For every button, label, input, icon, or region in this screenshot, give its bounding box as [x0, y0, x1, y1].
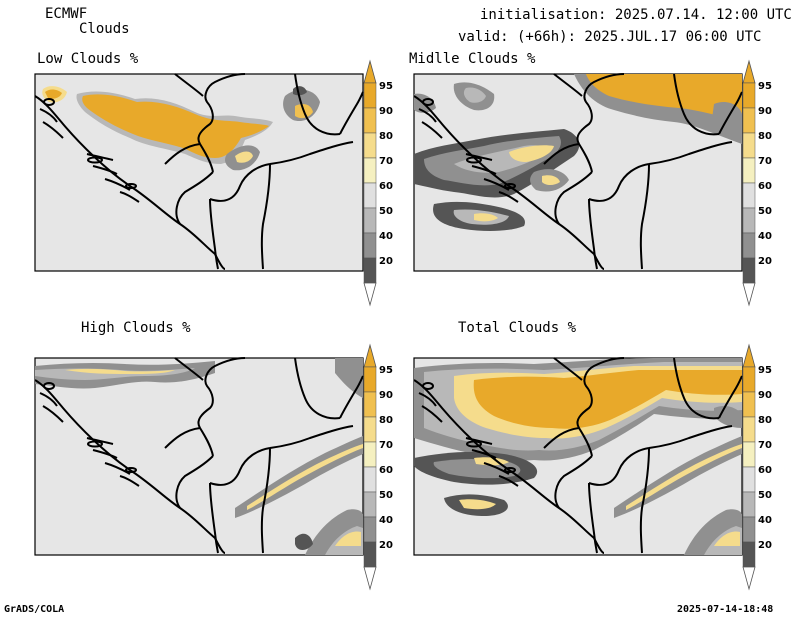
- colorbar-tick-label: 80: [758, 415, 772, 426]
- colorbar-tick-label: 80: [758, 131, 772, 142]
- colorbar-tick-label: 50: [379, 206, 393, 217]
- colorbar-tick-label: 40: [758, 515, 772, 526]
- colorbar-tick-label: 60: [379, 465, 393, 476]
- panel-title-high: High Clouds %: [81, 320, 191, 336]
- colorbar-high: 95 90 80 70 60 50 40 20: [363, 344, 393, 590]
- map-panel-middle: [413, 73, 743, 272]
- colorbar-tick-label: 40: [379, 515, 393, 526]
- panel-title-low: Low Clouds %: [37, 51, 139, 67]
- colorbar-tick-label: 40: [379, 231, 393, 242]
- colorbar-tick-label: 20: [758, 540, 772, 551]
- cloud-field-high: [35, 358, 363, 555]
- colorbar-tick-label: 70: [758, 156, 772, 167]
- colorbar-tick-label: 60: [758, 465, 772, 476]
- colorbar-tick-label: 90: [758, 106, 772, 117]
- panel-title-middle: Midlle Clouds %: [409, 51, 536, 67]
- colorbar-tick-label: 20: [379, 256, 393, 267]
- colorbar-tick-label: 20: [379, 540, 393, 551]
- valid-time-label: valid: (+66h): 2025.JUL.17 06:00 UTC: [458, 29, 762, 45]
- colorbar-tick-label: 80: [379, 415, 393, 426]
- cloud-field-total: [414, 358, 742, 555]
- model-label: ECMWF: [45, 6, 88, 22]
- colorbar-total: 95 90 80 70 60 50 40 20: [742, 344, 772, 590]
- colorbar-tick-label: 80: [379, 131, 393, 142]
- colorbar-tick-label: 60: [379, 181, 393, 192]
- map-panel-high: [34, 357, 364, 556]
- colorbar-middle: 95 90 80 70 60 50 40 20: [742, 60, 772, 306]
- colorbar-tick-label: 95: [758, 81, 772, 92]
- panel-title-total: Total Clouds %: [458, 320, 577, 336]
- colorbar-tick-label: 70: [379, 440, 393, 451]
- colorbar-tick-label: 90: [379, 390, 393, 401]
- colorbar-tick-label: 50: [758, 490, 772, 501]
- map-panel-low: [34, 73, 364, 272]
- colorbar-tick-label: 50: [758, 206, 772, 217]
- init-time-label: initialisation: 2025.07.14. 12:00 UTC: [480, 7, 792, 23]
- colorbar-tick-label: 90: [758, 390, 772, 401]
- footer-timestamp-label: 2025-07-14-18:48: [677, 604, 774, 615]
- footer-software-label: GrADS/COLA: [4, 604, 65, 615]
- colorbar-low: 95 90 80 70 60 50 40 20: [363, 60, 393, 306]
- map-panel-total: [413, 357, 743, 556]
- colorbar-tick-label: 60: [758, 181, 772, 192]
- colorbar-tick-label: 95: [379, 81, 393, 92]
- colorbar-tick-label: 40: [758, 231, 772, 242]
- colorbar-tick-label: 95: [379, 365, 393, 376]
- colorbar-tick-label: 90: [379, 106, 393, 117]
- colorbar-tick-label: 70: [379, 156, 393, 167]
- colorbar-tick-label: 95: [758, 365, 772, 376]
- colorbar-tick-label: 50: [379, 490, 393, 501]
- colorbar-tick-label: 20: [758, 256, 772, 267]
- colorbar-tick-label: 70: [758, 440, 772, 451]
- product-label: Clouds: [79, 21, 130, 37]
- cloud-field-middle: [414, 74, 742, 231]
